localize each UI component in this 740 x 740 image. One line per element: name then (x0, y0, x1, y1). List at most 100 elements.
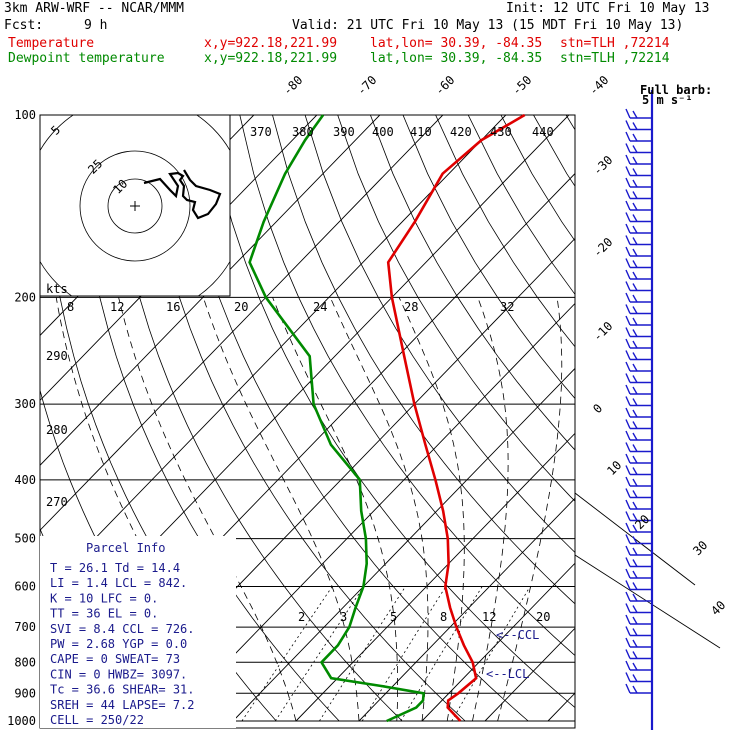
wind-barb (625, 327, 652, 338)
legend-temperature-stn: stn=TLH ,72214 (560, 36, 670, 51)
mixing-ratio-line (241, 586, 333, 722)
fcst-label: Fcst: (4, 18, 44, 33)
wind-barb (625, 511, 652, 522)
wind-barb (625, 534, 652, 545)
legend-dewpoint-xy: x,y=922.18,221.99 (204, 51, 338, 66)
parcel-info-row: SREH = 44 LAPSE= 7.2 (50, 698, 195, 712)
theta-label: 390 (333, 125, 355, 139)
temperature-axis-label: -70 (354, 73, 379, 98)
pressure-tick-label: 500 (14, 532, 36, 546)
legend-dewpoint-latlon: lat,lon= 30.39, -84.35 (370, 51, 543, 66)
wind-barb (625, 212, 652, 223)
wind-barb (625, 545, 652, 556)
isotherm-line (547, 692, 575, 722)
legend-dewpoint-name: Dewpoint temperature (8, 51, 165, 66)
outside-lines-layer (574, 492, 721, 649)
legend-temperature-latlon: lat,lon= 30.39, -84.35 (370, 36, 543, 51)
wind-barb (625, 108, 652, 119)
wind-barb (625, 637, 652, 648)
wind-barb (625, 442, 652, 453)
wind-barb (625, 614, 652, 625)
wind-barb (625, 177, 652, 188)
mixing-ratio-line (451, 586, 531, 722)
isotherm-line (40, 115, 507, 596)
wind-barb (625, 269, 652, 280)
mixing-ratio-line (274, 586, 365, 722)
parcel-info-row: SVI = 8.4 CCL = 726. (50, 622, 195, 636)
wind-barb (625, 488, 652, 499)
wind-barb (625, 419, 652, 430)
dry-adiabat-line (239, 115, 575, 657)
hodograph-ring-10 (107, 178, 163, 234)
dry-adiabat-line (533, 115, 575, 187)
moist-adiabat-line (472, 297, 509, 722)
moist-adiabat-line (497, 297, 563, 722)
barb-key-line2: 5 m s⁻¹ (642, 93, 693, 107)
wind-barb (625, 626, 652, 637)
wind-barb (625, 292, 652, 303)
theta-label: 370 (250, 125, 272, 139)
wind-barb (625, 465, 652, 476)
init-time: Init: 12 UTC Fri 10 May 13 (506, 1, 710, 16)
ccl-marker: <--CCL (496, 628, 539, 642)
dry-adiabat-line (206, 115, 575, 709)
temperature-axis-label: -40 (586, 73, 611, 98)
temperature-axis-label: -10 (590, 319, 615, 344)
pressure-tick-label: 600 (14, 580, 36, 594)
wind-barb (625, 246, 652, 257)
fcst-value: 9 h (84, 18, 108, 33)
dry-adiabat-line (664, 115, 740, 721)
dry-adiabat-line (370, 115, 575, 451)
wind-barb (625, 200, 652, 211)
isotherm-line (421, 562, 575, 722)
hodograph-ring-25 (79, 150, 191, 262)
parcel-info-row: CELL = 250/22 (50, 713, 144, 727)
dry-adiabat-line (272, 115, 575, 605)
wind-barb (625, 166, 652, 177)
wind-barb (625, 350, 652, 361)
wind-barb (625, 649, 652, 660)
wind-barb (625, 304, 652, 315)
wind-barb (625, 361, 652, 372)
moist-adiabat-line (118, 297, 297, 722)
wind-barb (625, 568, 652, 579)
moist-adiabat-line (329, 297, 429, 722)
isotherm-line (232, 367, 575, 722)
mixing-ratio-line (319, 586, 406, 722)
wind-barb (625, 189, 652, 200)
parcel-info-row: CIN = 0 HWBZ= 3097. (50, 667, 187, 681)
parcel-info-row: TT = 36 EL = 0. (50, 607, 158, 621)
theta-label: 280 (46, 423, 68, 437)
isotherm-line (358, 497, 575, 722)
temperature-axis-label: -20 (590, 235, 615, 260)
hodograph-speed-tick: 20 (234, 300, 248, 314)
parcel-info-title: Parcel Info (86, 541, 165, 555)
wind-barbs (625, 90, 654, 730)
wind-barb (625, 338, 652, 349)
wind-barb (625, 522, 652, 533)
mixing-ratio-label: 20 (536, 610, 550, 624)
pressure-tick-label: 200 (14, 290, 36, 304)
pressure-tick-label: 900 (14, 686, 36, 700)
parcel-info-row: T = 26.1 Td = 14.4 (50, 561, 180, 575)
isotherm-line (40, 115, 381, 466)
wind-barb (625, 476, 652, 487)
hodograph-trace (143, 169, 222, 220)
mixing-ratio-label: 2 (298, 610, 305, 624)
wind-barb (625, 591, 652, 602)
parcel-info-row: LI = 1.4 LCL = 842. (50, 576, 187, 590)
theta-label: 410 (410, 125, 432, 139)
dry-adiabat-line (631, 115, 740, 721)
dry-adiabat-line (174, 115, 529, 722)
hodograph-speed-tick: 28 (404, 300, 418, 314)
mixing-ratio-line (361, 586, 447, 722)
temperature-axis-label: -50 (509, 73, 534, 98)
wind-barb (625, 223, 652, 234)
temperature-axis-label: 10 (604, 458, 624, 478)
hodograph-speed-tick: 32 (500, 300, 514, 314)
isotherm-line (169, 302, 575, 722)
legend-dewpoint-stn: stn=TLH ,72214 (560, 51, 670, 66)
wind-barb (625, 315, 652, 326)
parcel-info-bg (40, 536, 236, 728)
